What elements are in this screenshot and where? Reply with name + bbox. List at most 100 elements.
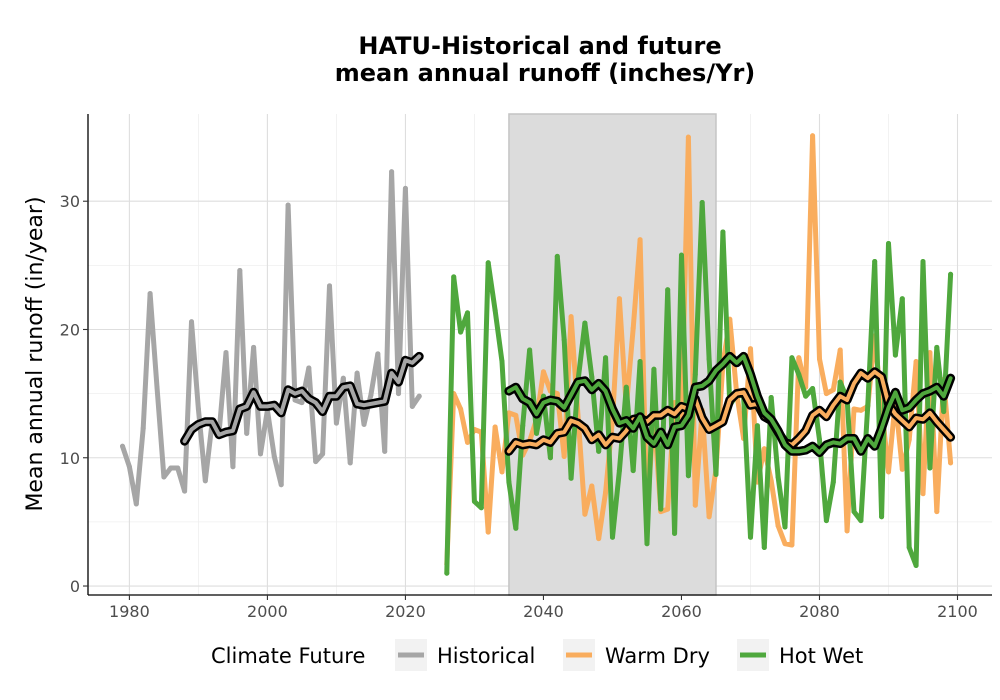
data-point-warm-dry [458, 406, 464, 412]
data-point-hot-wet [630, 468, 636, 474]
data-point-warm-dry [934, 509, 940, 515]
data-point-warm-dry [747, 346, 753, 352]
data-point-hot-wet [506, 479, 512, 485]
data-point-warm-dry [513, 412, 519, 418]
data-point-historical [126, 464, 132, 470]
data-point-historical [327, 283, 333, 289]
data-point-hot-wet [865, 402, 871, 408]
data-point-historical [396, 391, 402, 397]
legend-item-hot-wet: Hot Wet [737, 639, 863, 671]
series-layer [120, 133, 954, 576]
data-point-hot-wet [609, 534, 615, 540]
data-point-historical [409, 403, 415, 409]
data-point-hot-wet [803, 393, 809, 399]
data-point-warm-dry [568, 314, 574, 320]
data-point-warm-dry [796, 355, 802, 361]
data-point-hot-wet [789, 355, 795, 361]
data-point-warm-dry [692, 502, 698, 508]
data-point-hot-wet [796, 371, 802, 377]
data-point-historical [361, 421, 367, 427]
data-point-historical [189, 319, 195, 325]
data-point-hot-wet [465, 310, 471, 316]
data-point-historical [202, 478, 208, 484]
data-point-historical [368, 392, 374, 398]
data-point-hot-wet [623, 384, 629, 390]
data-point-historical [251, 344, 257, 350]
legend-label-warm-dry: Warm Dry [605, 644, 710, 668]
data-point-warm-dry [665, 506, 671, 512]
x-tick-label: 2000 [247, 602, 288, 621]
data-point-historical [402, 185, 408, 191]
data-point-historical [147, 291, 153, 297]
data-point-historical [292, 397, 298, 403]
x-tick-label: 2040 [523, 602, 564, 621]
data-point-warm-dry [816, 356, 822, 362]
data-point-warm-dry [561, 453, 567, 459]
data-point-historical [258, 451, 264, 457]
data-point-hot-wet [948, 271, 954, 277]
data-point-hot-wet [492, 307, 498, 313]
series-line-historical [120, 169, 422, 507]
data-point-warm-dry [630, 325, 636, 331]
moving-average-line-historical [182, 354, 422, 444]
data-point-hot-wet [872, 259, 878, 265]
data-point-hot-wet [885, 241, 891, 247]
data-point-hot-wet [444, 570, 450, 576]
data-point-hot-wet [699, 200, 705, 206]
data-point-hot-wet [858, 518, 864, 524]
data-point-historical [140, 425, 146, 431]
data-point-historical [244, 430, 250, 436]
data-point-hot-wet [906, 545, 912, 551]
data-point-historical [347, 460, 353, 466]
data-point-hot-wet [520, 423, 526, 429]
data-point-hot-wet [485, 260, 491, 266]
data-point-warm-dry [830, 387, 836, 393]
data-point-hot-wet [934, 344, 940, 350]
data-point-hot-wet [451, 274, 457, 280]
data-point-warm-dry [596, 536, 602, 542]
title-line-2: mean annual runoff (inches/Yr) [335, 59, 756, 87]
data-point-hot-wet [561, 337, 567, 343]
data-point-historical [223, 350, 229, 356]
legend-label-historical: Historical [437, 644, 535, 668]
data-point-warm-dry [582, 511, 588, 517]
data-point-warm-dry [837, 347, 843, 353]
data-point-warm-dry [706, 514, 712, 520]
legend-item-historical: Historical [395, 639, 535, 671]
data-point-warm-dry [506, 410, 512, 416]
data-point-warm-dry [913, 359, 919, 365]
data-point-warm-dry [554, 391, 560, 397]
data-point-hot-wet [637, 359, 643, 365]
data-point-hot-wet [534, 430, 540, 436]
data-point-hot-wet [547, 455, 553, 461]
data-point-hot-wet [658, 506, 664, 512]
data-point-hot-wet [913, 562, 919, 568]
data-point-warm-dry [789, 542, 795, 548]
data-point-warm-dry [685, 134, 691, 140]
data-point-hot-wet [754, 423, 760, 429]
data-point-hot-wet [603, 355, 609, 361]
data-point-historical [182, 488, 188, 494]
data-point-warm-dry [885, 469, 891, 475]
data-point-historical [340, 375, 346, 381]
data-point-warm-dry [858, 407, 864, 413]
data-point-hot-wet [837, 379, 843, 385]
data-point-hot-wet [651, 366, 657, 372]
data-point-hot-wet [596, 448, 602, 454]
data-point-hot-wet [830, 479, 836, 485]
data-point-warm-dry [810, 133, 816, 139]
data-point-hot-wet [458, 329, 464, 335]
chart-title: HATU-Historical and future mean annual r… [335, 32, 756, 87]
data-point-hot-wet [899, 296, 905, 302]
y-tick-label: 30 [60, 192, 80, 211]
data-point-historical [278, 482, 284, 488]
data-point-hot-wet [761, 545, 767, 551]
y-axis-label: Mean annual runoff (in/year) [23, 196, 48, 511]
data-point-historical [306, 365, 312, 371]
x-tick-label: 2020 [385, 602, 426, 621]
data-point-historical [161, 474, 167, 480]
y-tick-label: 10 [60, 449, 80, 468]
data-point-hot-wet [920, 259, 926, 265]
data-point-hot-wet [782, 524, 788, 530]
